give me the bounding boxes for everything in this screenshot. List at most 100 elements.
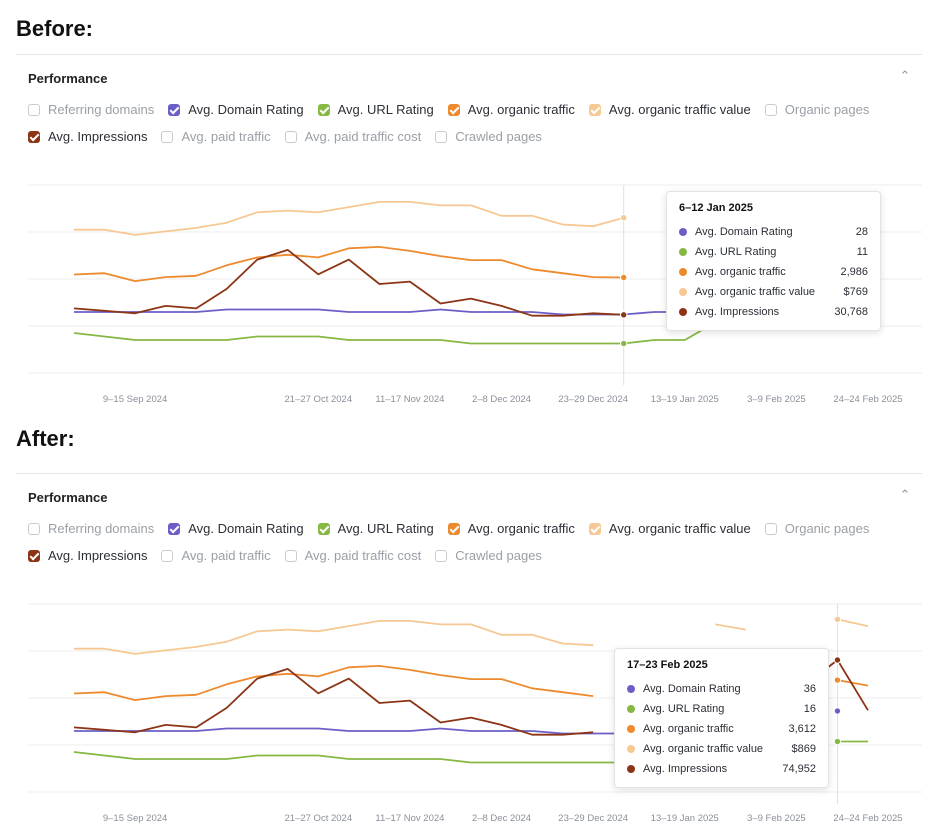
toggle-avg-domain-rating[interactable]: Avg. Domain Rating (168, 520, 304, 537)
highlight-point-avg-organic-traffic-value (833, 615, 842, 624)
series-line-avg-domain-rating (74, 727, 624, 735)
checkbox-empty-icon[interactable] (284, 130, 297, 143)
checkbox-checked-icon[interactable] (317, 522, 330, 535)
checkbox-empty-icon[interactable] (435, 130, 448, 143)
tooltip-label: Avg. URL Rating (643, 703, 725, 715)
checkbox-checked-icon[interactable] (317, 103, 330, 116)
toggle-label: Avg. Impressions (48, 548, 148, 563)
x-tick-label: 2–8 Dec 2024 (472, 813, 531, 824)
toggle-avg-organic-traffic[interactable]: Avg. organic traffic (447, 101, 575, 118)
x-tick-label: 13–19 Jan 2025 (651, 813, 719, 824)
toggle-referring-domains[interactable]: Referring domains (28, 101, 154, 118)
tooltip-title: 17–23 Feb 2025 (627, 659, 708, 671)
checkbox-checked-icon[interactable] (588, 103, 601, 116)
tooltip-label: Avg. organic traffic (695, 266, 786, 278)
tooltip-row-avg-organic-traffic-value: Avg. organic traffic value $769 (679, 282, 868, 302)
checkbox-checked-icon[interactable] (28, 549, 40, 562)
toggle-avg-organic-traffic-value[interactable]: Avg. organic traffic value (588, 101, 751, 118)
tooltip-label: Avg. Impressions (643, 763, 728, 775)
toggle-label: Referring domains (48, 521, 155, 536)
legend-dot-icon (627, 745, 635, 753)
toggle-label: Avg. organic traffic (467, 521, 575, 536)
checkbox-empty-icon[interactable] (435, 549, 448, 562)
toggle-label: Avg. URL Rating (337, 521, 434, 536)
toggle-organic-pages[interactable]: Organic pages (764, 101, 870, 118)
toggle-avg-organic-traffic-value[interactable]: Avg. organic traffic value (588, 520, 751, 537)
highlight-point-avg-organic-traffic (833, 676, 842, 684)
toggle-avg-impressions[interactable]: Avg. Impressions (28, 128, 147, 145)
checkbox-checked-icon[interactable] (447, 103, 460, 116)
toggle-label: Avg. URL Rating (337, 102, 434, 117)
tooltip-value: 3,612 (788, 723, 816, 735)
chart-tooltip: 17–23 Feb 2025 Avg. Domain Rating 36 Avg. … (614, 648, 829, 788)
tooltip-row-avg-url-rating: Avg. URL Rating 16 (627, 699, 816, 719)
highlight-point-avg-url-rating (619, 339, 628, 348)
toggle-label: Avg. Domain Rating (188, 102, 304, 117)
toggle-label: Avg. Impressions (48, 129, 148, 144)
tooltip-value: 2,986 (840, 266, 868, 278)
checkbox-empty-icon[interactable] (764, 522, 777, 535)
series-line-avg-organic-traffic-value (715, 623, 746, 631)
toggle-referring-domains[interactable]: Referring domains (28, 520, 154, 537)
chevron-up-icon[interactable]: ⌃ (899, 68, 911, 83)
section-title-after: After: (16, 426, 75, 451)
toggle-avg-paid-traffic-cost[interactable]: Avg. paid traffic cost (284, 128, 422, 145)
section-title-before: Before: (16, 16, 94, 41)
checkbox-checked-icon[interactable] (28, 130, 40, 143)
toggle-avg-url-rating[interactable]: Avg. URL Rating (317, 520, 434, 537)
checkbox-checked-icon[interactable] (168, 522, 181, 535)
x-tick-label: 24–24 Feb 2025 (833, 813, 902, 824)
series-line-avg-url-rating (73, 751, 624, 764)
tooltip-title: 6–12 Jan 2025 (679, 202, 754, 214)
highlight-point-avg-organic-traffic-value (619, 214, 628, 222)
tooltip-label: Avg. organic traffic (643, 723, 734, 735)
legend-dot-icon (679, 288, 687, 296)
legend-dot-icon (627, 685, 635, 693)
toggle-label: Organic pages (784, 102, 870, 117)
toggle-label: Avg. paid traffic cost (304, 129, 422, 144)
tooltip-label: Avg. URL Rating (695, 246, 777, 258)
toggle-avg-paid-traffic-cost[interactable]: Avg. paid traffic cost (284, 547, 421, 564)
checkbox-checked-icon[interactable] (588, 522, 601, 535)
checkbox-checked-icon[interactable] (168, 103, 181, 116)
tooltip-value: 74,952 (782, 763, 816, 775)
checkbox-checked-icon[interactable] (447, 522, 460, 535)
checkbox-empty-icon[interactable] (28, 103, 40, 116)
series-line-avg-organic-traffic-value (74, 200, 624, 236)
tooltip-value: $769 (843, 286, 868, 298)
series-line-avg-organic-traffic-value (74, 619, 594, 655)
tooltip-row-avg-organic-traffic: Avg. organic traffic 2,986 (679, 262, 868, 282)
tooltip-label: Avg. Domain Rating (695, 226, 793, 238)
checkbox-empty-icon[interactable] (161, 130, 174, 143)
toggle-label: Referring domains (48, 102, 155, 117)
series-line-avg-organic-traffic-value (837, 618, 869, 627)
tooltip-value: $869 (791, 743, 816, 755)
performance-chart[interactable]: 9–15 Sep 2024 21–27 Oct 2024 11–17 Nov 202… (16, 175, 922, 407)
tooltip-row-avg-domain-rating: Avg. Domain Rating 36 (627, 679, 816, 699)
x-tick-label: 13–19 Jan 2025 (651, 394, 719, 405)
highlight-point-avg-url-rating (833, 737, 842, 746)
chevron-up-icon[interactable]: ⌃ (899, 487, 911, 502)
checkbox-empty-icon[interactable] (764, 103, 777, 116)
toggle-crawled-pages[interactable]: Crawled pages (435, 547, 542, 564)
toggle-avg-domain-rating[interactable]: Avg. Domain Rating (168, 101, 304, 118)
toggle-organic-pages[interactable]: Organic pages (764, 520, 870, 537)
toggle-avg-organic-traffic[interactable]: Avg. organic traffic (447, 520, 575, 537)
toggle-avg-url-rating[interactable]: Avg. URL Rating (317, 101, 434, 118)
x-tick-label: 24–24 Feb 2025 (833, 394, 902, 405)
series-line-avg-organic-traffic (837, 679, 869, 687)
toggle-avg-paid-traffic[interactable]: Avg. paid traffic (161, 547, 271, 564)
toggle-avg-impressions[interactable]: Avg. Impressions (28, 547, 147, 564)
tooltip-row-avg-organic-traffic-value: Avg. organic traffic value $869 (627, 739, 816, 759)
x-tick-label: 2–8 Dec 2024 (472, 394, 531, 405)
toggle-label: Avg. organic traffic value (608, 102, 751, 117)
toggle-label: Organic pages (784, 521, 870, 536)
toggle-label: Crawled pages (455, 129, 542, 144)
x-tick-label: 21–27 Oct 2024 (285, 394, 353, 405)
checkbox-empty-icon[interactable] (284, 549, 297, 562)
checkbox-empty-icon[interactable] (161, 549, 174, 562)
toggle-crawled-pages[interactable]: Crawled pages (435, 128, 542, 145)
toggle-avg-paid-traffic[interactable]: Avg. paid traffic (161, 128, 271, 145)
checkbox-empty-icon[interactable] (28, 522, 40, 535)
legend-dot-icon (679, 248, 687, 256)
